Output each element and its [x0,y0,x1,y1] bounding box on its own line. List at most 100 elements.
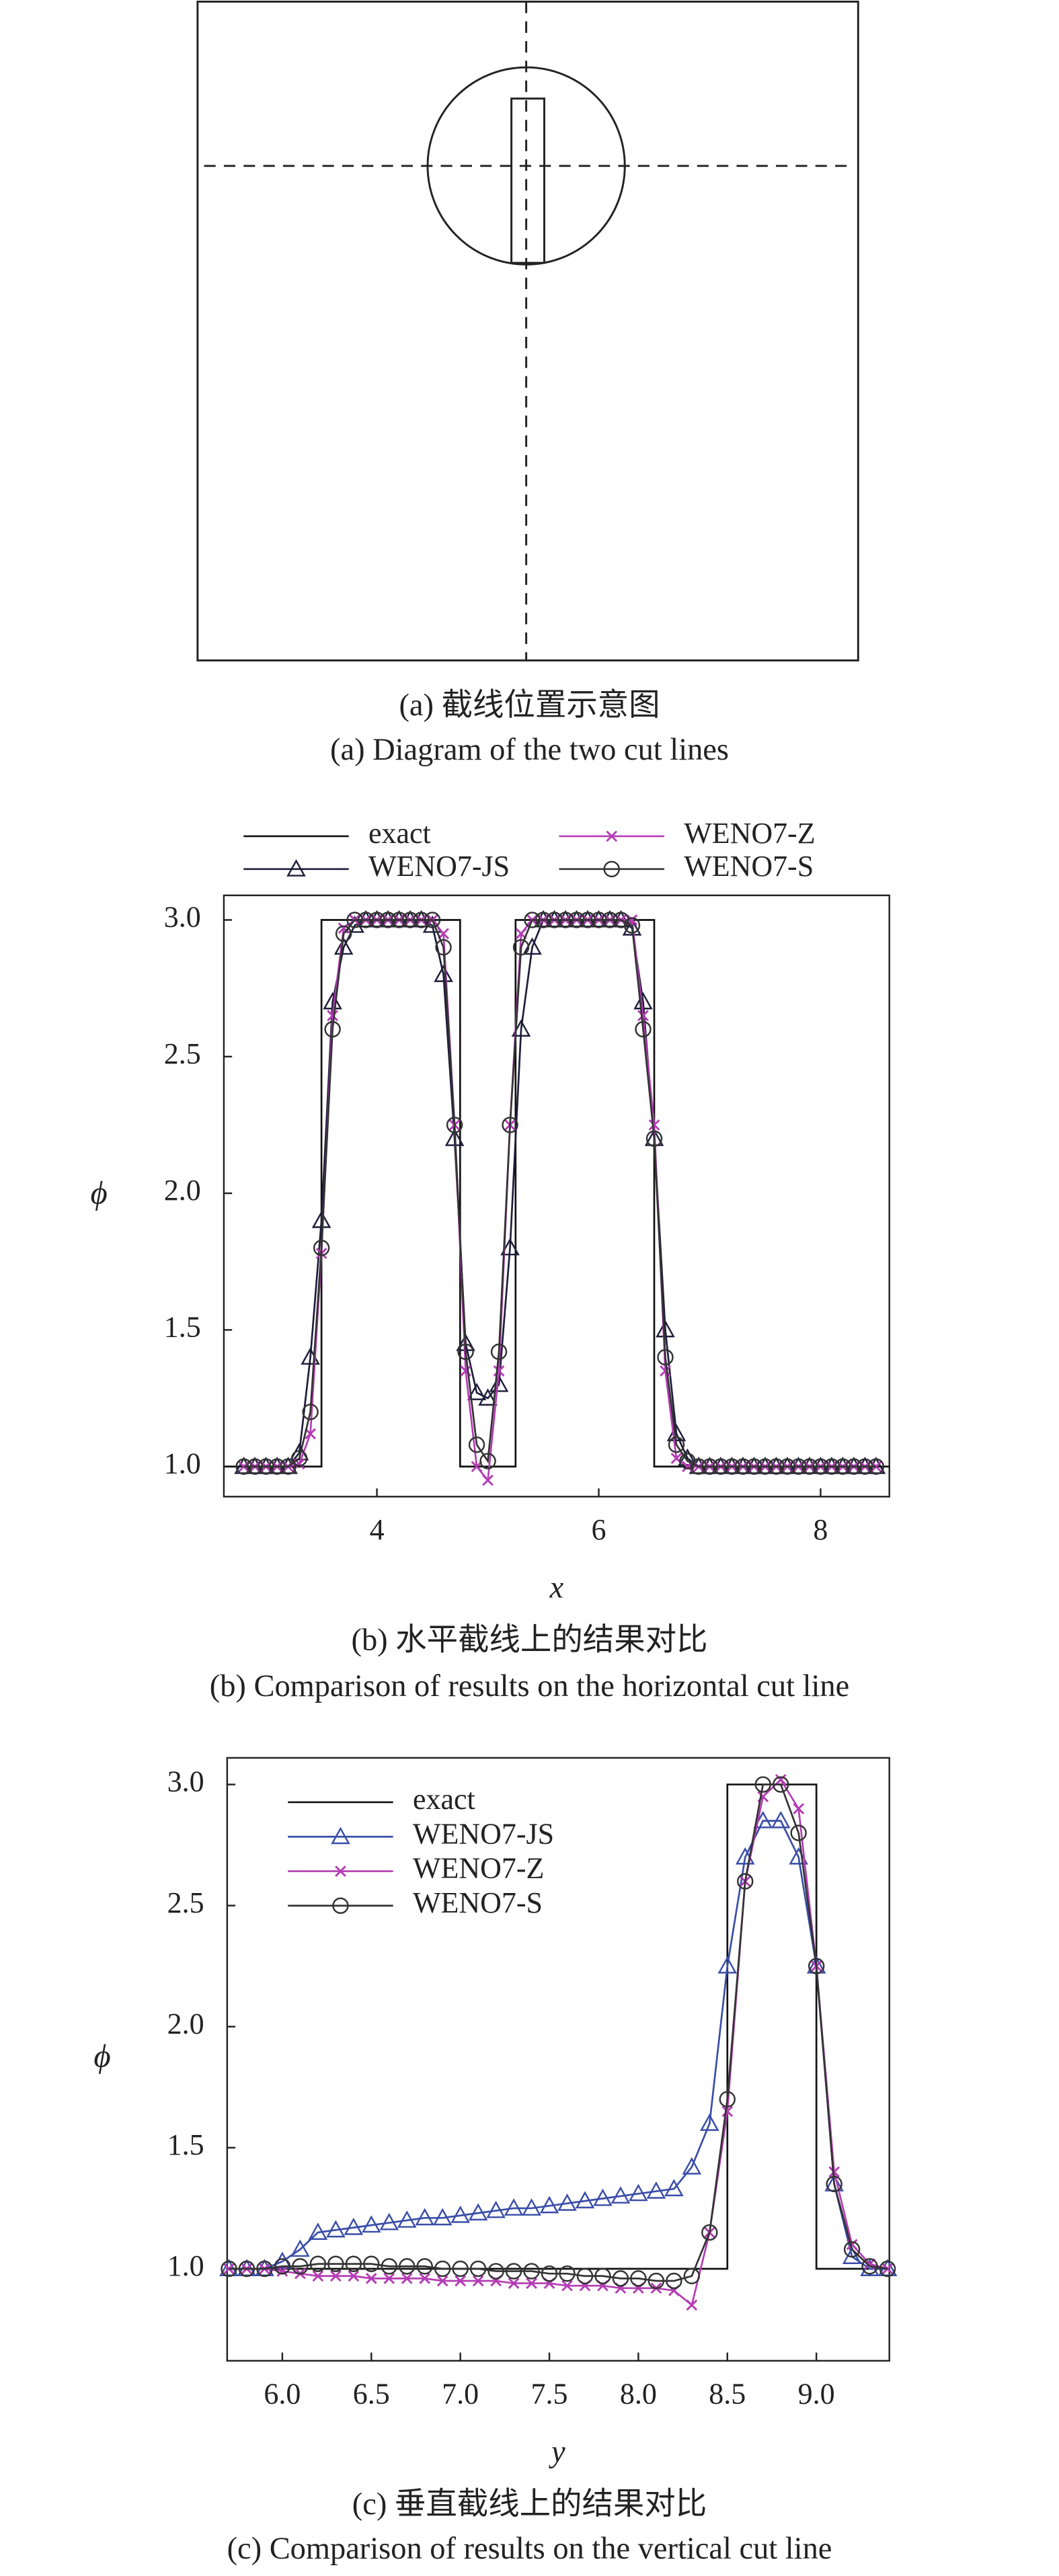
triangle-marker [467,1383,487,1400]
circle-marker [399,2258,416,2275]
triangle-marker [486,2200,506,2218]
circle-marker [579,912,596,928]
circle-marker [487,2263,504,2280]
x-marker [648,1119,660,1131]
x-marker [327,1010,338,1022]
circle-marker [256,2260,273,2278]
circle-marker [790,1458,807,1475]
circle-marker [701,1458,718,1475]
y-tick-label: 1.0 [164,1447,201,1480]
legend-label: WENO7-Z [413,1852,544,1885]
triangle-marker [789,1847,808,1865]
circle-marker [368,912,385,928]
caption: (b) 水平截线上的结果对比 [352,1623,708,1658]
circle-marker [302,1404,319,1420]
circle-marker [559,2265,576,2282]
legend-label: exact [413,1783,475,1816]
circle-marker [657,1349,674,1366]
circle-marker [391,912,407,928]
triangle-marker [622,918,642,936]
y-tick-label: 3.0 [167,1765,204,1798]
circle-marker [683,2267,701,2285]
x-tick-label: 9.0 [798,2378,835,2411]
circle-marker [290,1450,308,1467]
x-marker [606,830,618,842]
circle-marker [457,1343,474,1361]
circle-marker [413,912,430,928]
triangle-marker [700,2114,719,2131]
x-marker [348,2270,360,2282]
triangle-marker [611,2186,631,2204]
triangle-marker [539,2196,559,2214]
triangle-marker [664,2179,684,2197]
x-marker [828,2166,840,2178]
circle-marker [469,2260,487,2278]
diagram [196,0,859,661]
circle-marker [590,912,607,928]
circle-marker [645,1130,663,1147]
circle-marker [424,912,441,928]
triangle-marker [557,2193,577,2211]
x-marker [338,922,350,934]
triangle-marker [511,1019,531,1037]
circle-marker [630,2270,647,2287]
circle-marker [446,1117,463,1133]
triangle-marker [290,2239,310,2257]
triangle-marker [771,1810,791,1828]
series-line [229,1778,888,2307]
circle-marker [768,1458,785,1475]
triangle-marker [344,2218,364,2235]
circle-marker [502,1117,518,1133]
circle-marker [335,925,352,942]
series-line [223,919,890,1467]
y-axis-label: ϕ [91,1174,108,1211]
circle-marker [712,1458,730,1475]
circle-marker [576,2267,594,2285]
circle-marker [221,2260,237,2278]
x-tick-label: 8 [813,1513,828,1546]
circle-marker [258,1458,274,1475]
circle-marker [381,2258,397,2275]
circle-marker [246,1458,264,1475]
x-tick-label: 4 [370,1513,385,1546]
x-marker [637,1010,649,1022]
circle-marker [601,912,619,928]
x-tick-label: 6 [592,1513,606,1546]
circle-marker [790,1824,807,1841]
circle-marker [468,1436,485,1453]
triangle-marker [415,2208,434,2226]
circle-marker [723,1458,740,1475]
circle-marker [324,1020,341,1038]
circle-marker [505,2263,522,2280]
x-marker [793,1803,805,1814]
y-tick-label: 1.0 [167,2249,204,2282]
circle-marker [612,2270,629,2287]
circle-marker [568,912,585,928]
triangle-marker [646,2181,666,2199]
circle-marker [754,1776,771,1793]
triangle-marker [500,1238,520,1256]
legend-label: WENO7-JS [368,850,510,883]
x-marker [660,1365,671,1377]
x-marker [775,1774,787,1785]
circle-marker [524,912,541,928]
x-marker [223,2263,235,2275]
circle-marker [346,912,363,928]
circle-marker [808,1958,825,1974]
circle-marker [327,2255,344,2272]
circle-marker [734,1458,752,1475]
circle-marker [541,2265,558,2282]
legend-label: WENO7-S [684,850,814,883]
x-marker [276,2265,288,2277]
triangle-marker [379,2212,399,2230]
circle-marker [701,2224,718,2241]
triangle-marker [286,859,306,877]
y-tick-label: 2.5 [167,1886,204,1919]
x-marker [419,2273,431,2284]
x-axis-label: y [549,2435,565,2469]
circle-shape [426,66,626,266]
triangle-marker [361,2215,381,2233]
circle-marker [772,1776,789,1793]
caption: (b) Comparison of results on the horizon… [210,1669,849,1703]
